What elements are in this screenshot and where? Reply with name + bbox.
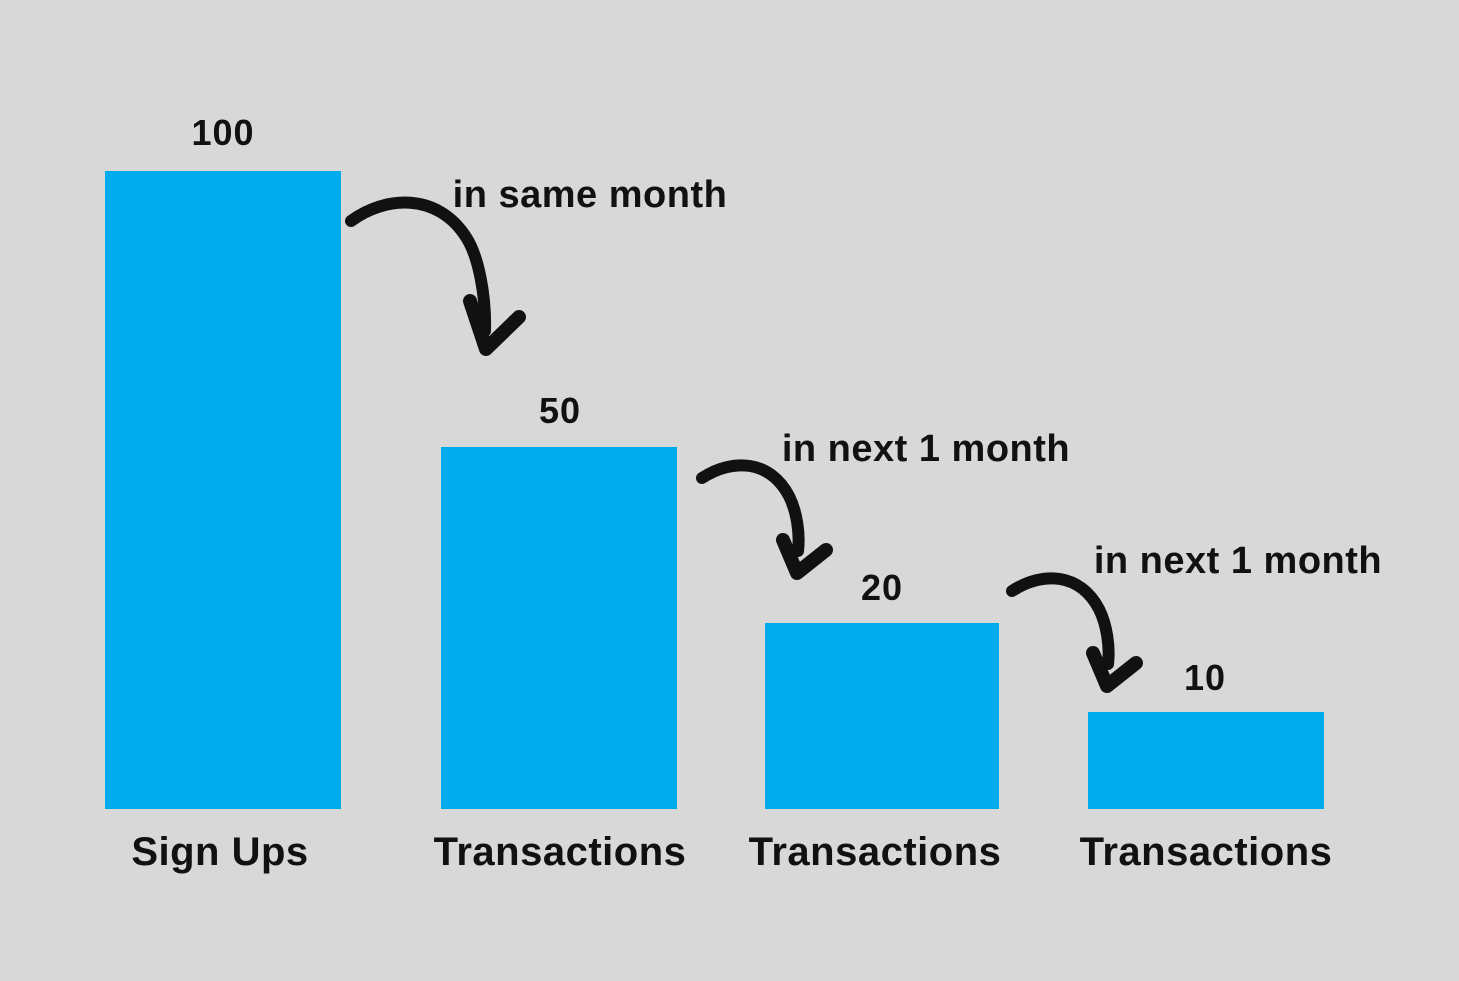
bar-sign-ups: [105, 171, 341, 809]
curved-arrow-1-icon: [345, 196, 526, 356]
bar-category-label: Sign Ups: [131, 830, 309, 874]
annotation-label: in next 1 month: [1093, 540, 1383, 582]
bar-transactions-2: [765, 623, 999, 809]
bar-category-label: Transactions: [433, 830, 687, 874]
bar-category-label: Transactions: [748, 830, 1002, 874]
bar-value-label: 10: [1183, 657, 1227, 698]
annotation-label: in next 1 month: [781, 428, 1071, 470]
curved-arrow-3-icon: [1006, 572, 1143, 693]
bar-value-label: 20: [860, 567, 904, 608]
annotation-label: in same month: [452, 174, 728, 216]
bar-transactions-1: [441, 447, 677, 809]
bar-transactions-3: [1088, 712, 1324, 809]
bar-category-label: Transactions: [1079, 830, 1333, 874]
bar-value-label: 50: [538, 390, 582, 431]
curved-arrow-2-icon: [696, 459, 833, 580]
bar-value-label: 100: [191, 112, 255, 153]
